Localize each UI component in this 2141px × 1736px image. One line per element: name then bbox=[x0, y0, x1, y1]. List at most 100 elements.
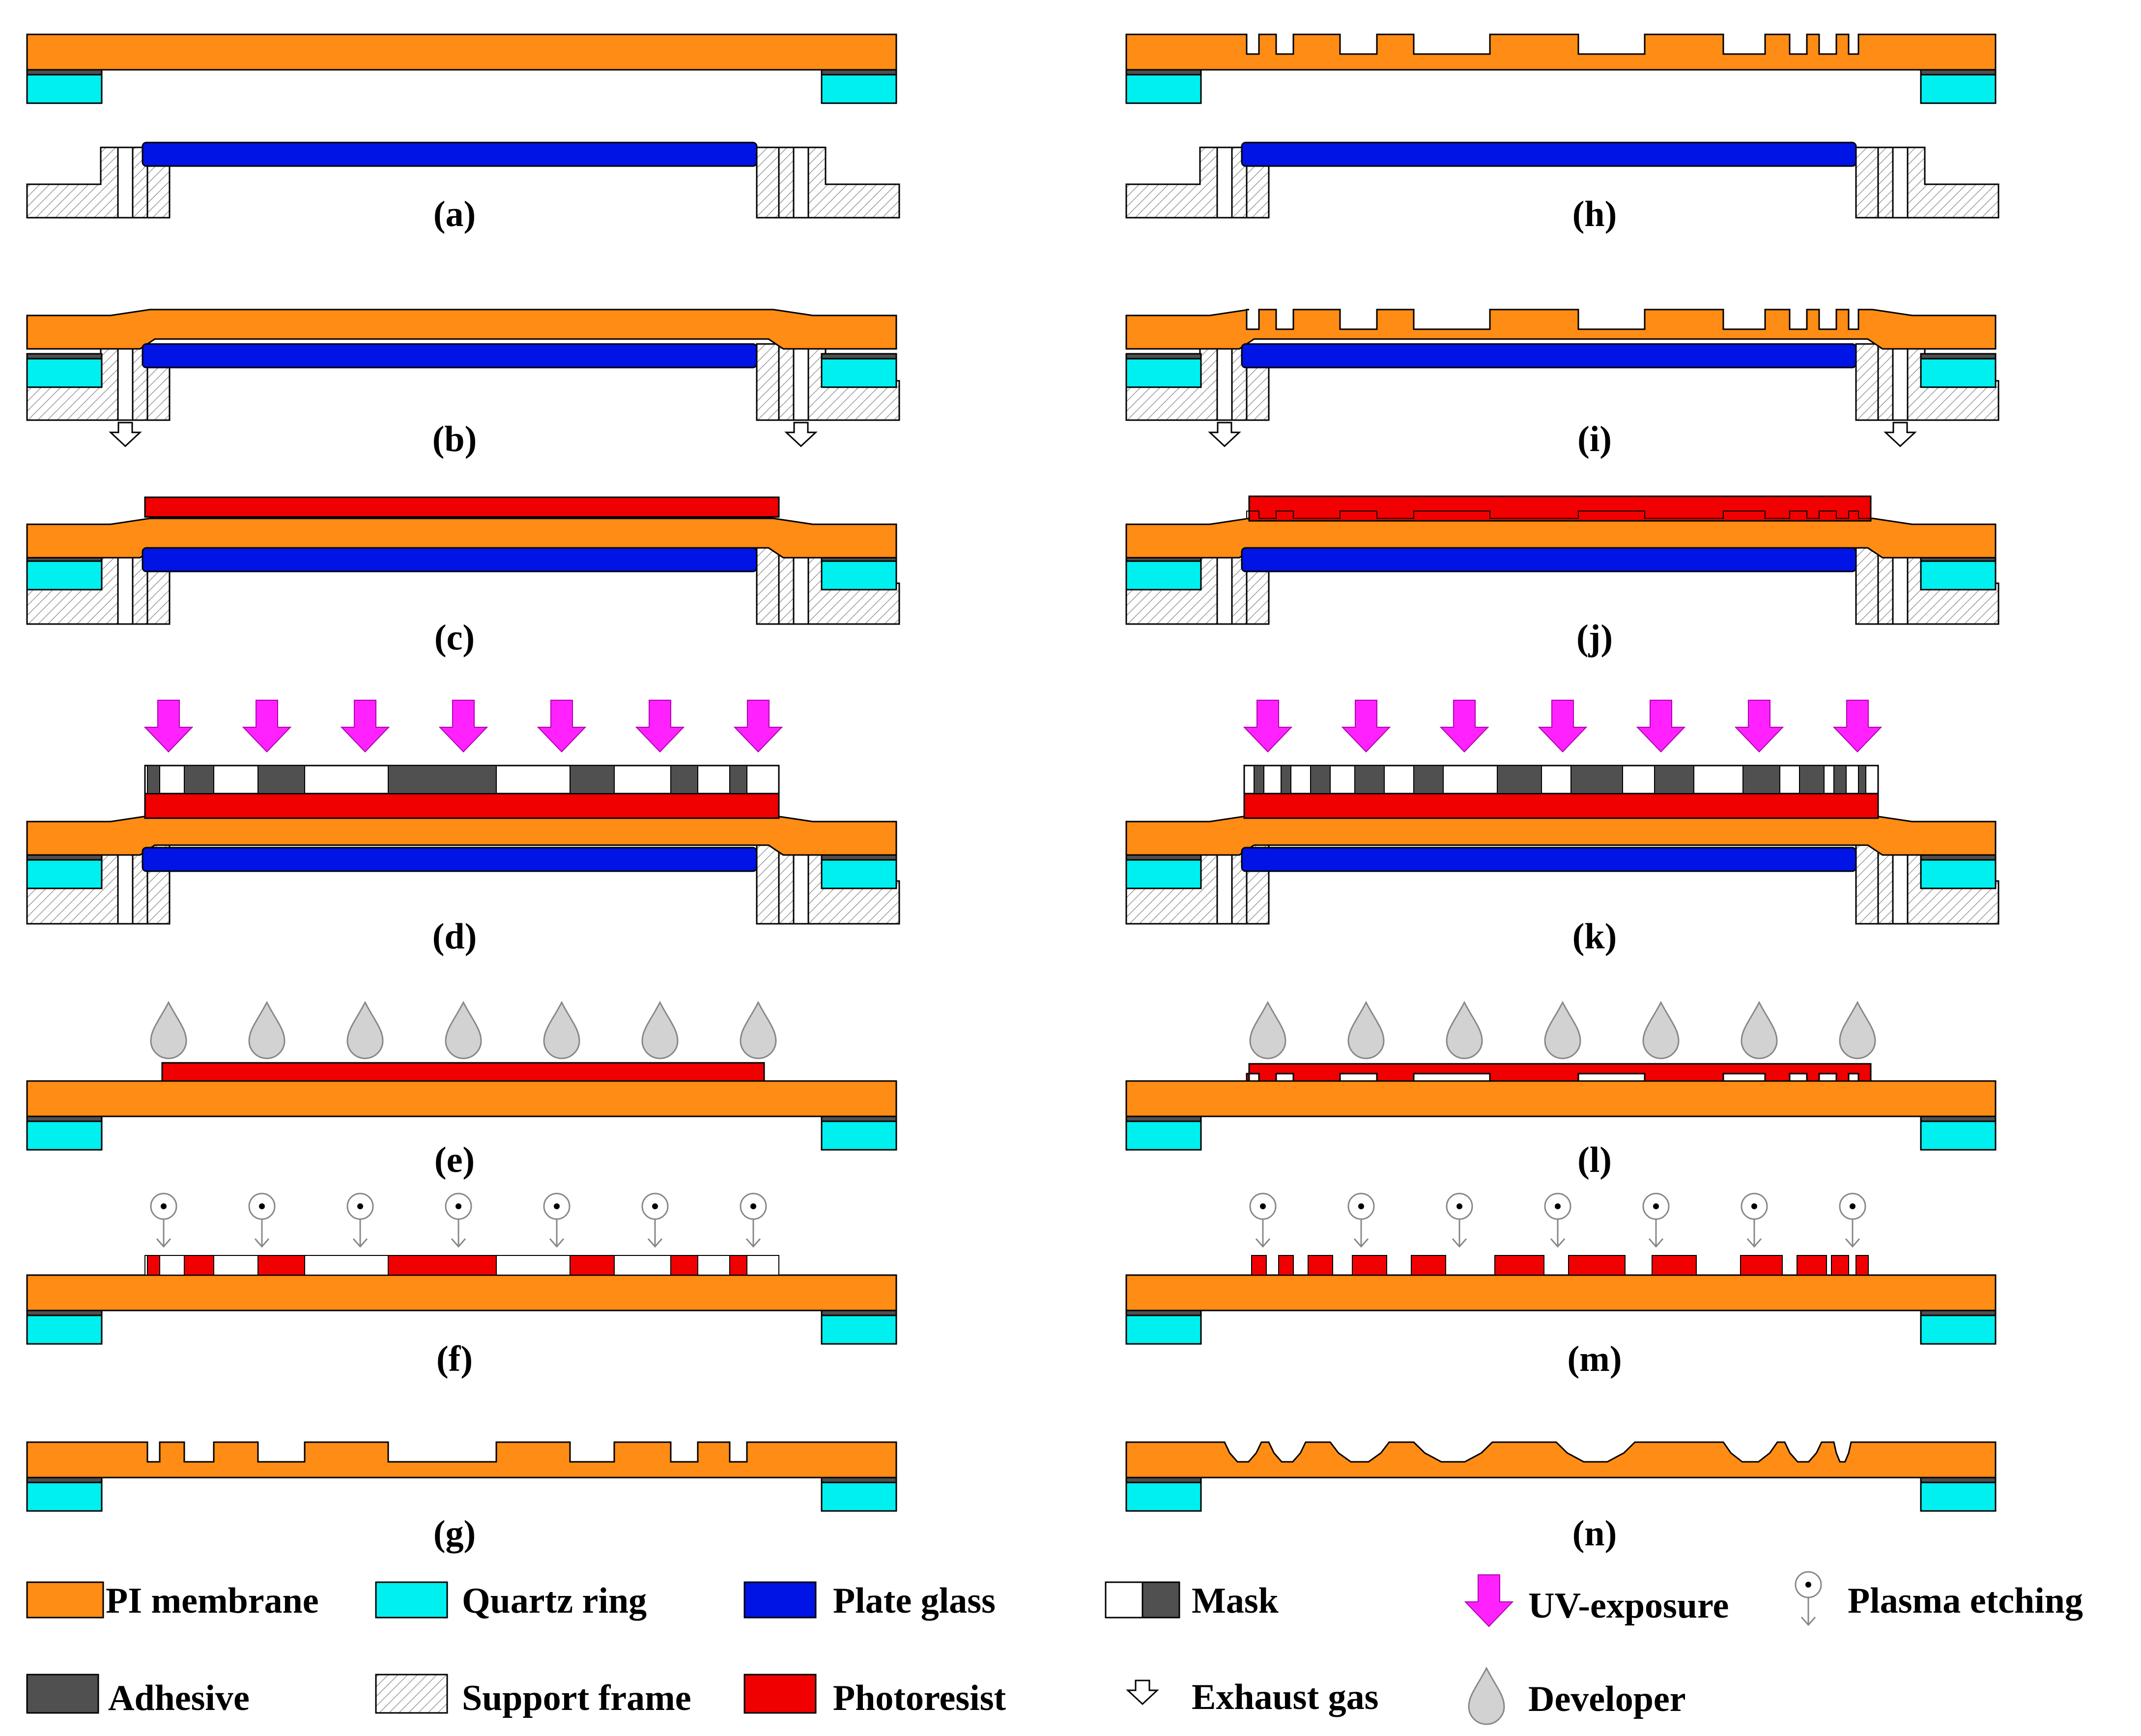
mask-block bbox=[388, 765, 497, 794]
quartz-ring bbox=[26, 859, 103, 889]
photoresist-block bbox=[1494, 1255, 1544, 1276]
pi-membrane bbox=[1125, 1080, 1997, 1117]
legend-label-support-frame: Support frame bbox=[462, 1678, 691, 1718]
uv-exposure-icon bbox=[635, 700, 685, 753]
quartz-ring bbox=[1920, 358, 1997, 388]
photoresist-block bbox=[670, 1255, 698, 1276]
developer-icon bbox=[1468, 1666, 1505, 1725]
support-frame bbox=[1855, 343, 1879, 421]
plate-glass bbox=[142, 547, 758, 572]
photoresist-block bbox=[1251, 1255, 1267, 1276]
developer-icon bbox=[641, 1000, 679, 1059]
quartz-ring bbox=[821, 358, 897, 388]
panel-k: (k) bbox=[1125, 700, 1999, 957]
pi-membrane bbox=[26, 1441, 897, 1479]
plate-glass bbox=[142, 142, 758, 167]
quartz-ring bbox=[1920, 74, 1997, 104]
support-frame bbox=[1877, 843, 1894, 925]
plasma-etching-icon bbox=[456, 1203, 461, 1209]
plasma-etching-icon bbox=[750, 1203, 756, 1209]
pi-membrane bbox=[1125, 1274, 1997, 1311]
quartz-ring bbox=[1125, 1481, 1202, 1512]
mask-block bbox=[670, 765, 698, 794]
developer-icon bbox=[1642, 1000, 1680, 1059]
plate-glass bbox=[142, 847, 758, 872]
quartz-ring bbox=[1920, 560, 1997, 591]
plasma-etching-icon bbox=[1353, 1219, 1369, 1248]
quartz-ring bbox=[26, 1481, 103, 1512]
plasma-etching-icon bbox=[1751, 1203, 1757, 1209]
uv-exposure-icon bbox=[1832, 700, 1883, 753]
legend-swatch-photoresist bbox=[743, 1674, 817, 1714]
legend-swatch-quartz bbox=[375, 1581, 448, 1619]
plate-glass bbox=[1241, 847, 1857, 872]
legend-label-adhesive: Adhesive bbox=[108, 1678, 250, 1718]
legend-swatch-glass bbox=[743, 1581, 817, 1619]
panel-j: (j) bbox=[1125, 495, 1999, 658]
plasma-etching-icon bbox=[161, 1203, 167, 1209]
quartz-ring bbox=[26, 74, 103, 104]
plasma-etching-icon bbox=[451, 1219, 466, 1248]
photoresist-relief bbox=[1246, 511, 1871, 519]
quartz-ring bbox=[821, 74, 897, 104]
panel-i: (i) bbox=[1125, 309, 1999, 459]
pi-membrane bbox=[1125, 309, 1997, 350]
plasma-etching-icon bbox=[1358, 1203, 1364, 1209]
panel-label-d: (d) bbox=[432, 916, 477, 957]
mask-block bbox=[1310, 765, 1331, 794]
panel-label-c: (c) bbox=[434, 618, 475, 658]
panel-label-e: (e) bbox=[434, 1140, 475, 1180]
support-frame bbox=[778, 146, 795, 219]
panel-h: (h) bbox=[1125, 33, 1999, 234]
mask-block bbox=[147, 765, 160, 794]
photoresist-layer bbox=[144, 496, 780, 518]
uv-exposure-icon bbox=[1341, 700, 1391, 753]
photoresist-block bbox=[184, 1255, 214, 1276]
vacuum-channel bbox=[793, 843, 809, 925]
legend-label-photoresist: Photoresist bbox=[833, 1678, 1006, 1718]
mask-block bbox=[1497, 765, 1542, 794]
support-frame bbox=[756, 343, 780, 421]
legend-swatch-mask-block bbox=[1142, 1581, 1180, 1619]
mask-block bbox=[1281, 765, 1291, 794]
uv-exposure-icon bbox=[1636, 700, 1686, 753]
exhaust-gas-icon bbox=[109, 422, 142, 448]
quartz-ring bbox=[1920, 1120, 1997, 1151]
panel-label-i: (i) bbox=[1577, 419, 1612, 459]
plasma-etching-icon bbox=[156, 1219, 171, 1248]
quartz-ring bbox=[1920, 1314, 1997, 1345]
developer-icon bbox=[1544, 1000, 1581, 1059]
photoresist-block bbox=[1740, 1255, 1783, 1276]
developer-icon bbox=[1741, 1000, 1778, 1059]
legend-label-pi-membrane: PI membrane bbox=[106, 1581, 319, 1621]
panel-g: (g) bbox=[26, 1441, 897, 1554]
vacuum-channel bbox=[117, 843, 134, 925]
plasma-etching-icon bbox=[357, 1203, 363, 1209]
quartz-ring bbox=[1920, 1481, 1997, 1512]
right-column: (h) (i) (j) (k) (l) (m) (n) bbox=[1125, 33, 1999, 1554]
photoresist-layer bbox=[161, 1062, 765, 1082]
vacuum-channel bbox=[1216, 146, 1233, 219]
plasma-etching-icon bbox=[1452, 1219, 1467, 1248]
uv-exposure-icon bbox=[242, 700, 292, 753]
photoresist-layer bbox=[1243, 793, 1879, 819]
mask bbox=[1243, 765, 1879, 795]
panel-b: (b) bbox=[26, 309, 900, 459]
uv-exposure-icon bbox=[1439, 700, 1489, 753]
developer-icon bbox=[445, 1000, 482, 1059]
legend-swatch-adhesive bbox=[26, 1674, 99, 1714]
photoresist-block bbox=[1797, 1255, 1827, 1276]
plate-glass bbox=[1241, 343, 1857, 369]
uv-exposure-icon bbox=[143, 700, 194, 753]
quartz-ring bbox=[821, 1120, 897, 1151]
photoresist-layer bbox=[1246, 1063, 1872, 1082]
developer-icon bbox=[346, 1000, 384, 1059]
vacuum-channel bbox=[1216, 843, 1233, 925]
uv-exposure-icon bbox=[340, 700, 390, 753]
quartz-ring bbox=[1125, 1314, 1202, 1345]
exhaust-gas-icon bbox=[1208, 422, 1241, 448]
plasma-etching-icon bbox=[1456, 1203, 1462, 1209]
plasma-etching-icon bbox=[259, 1203, 265, 1209]
mask-block bbox=[1833, 765, 1847, 794]
plasma-etching-icon bbox=[745, 1219, 761, 1248]
